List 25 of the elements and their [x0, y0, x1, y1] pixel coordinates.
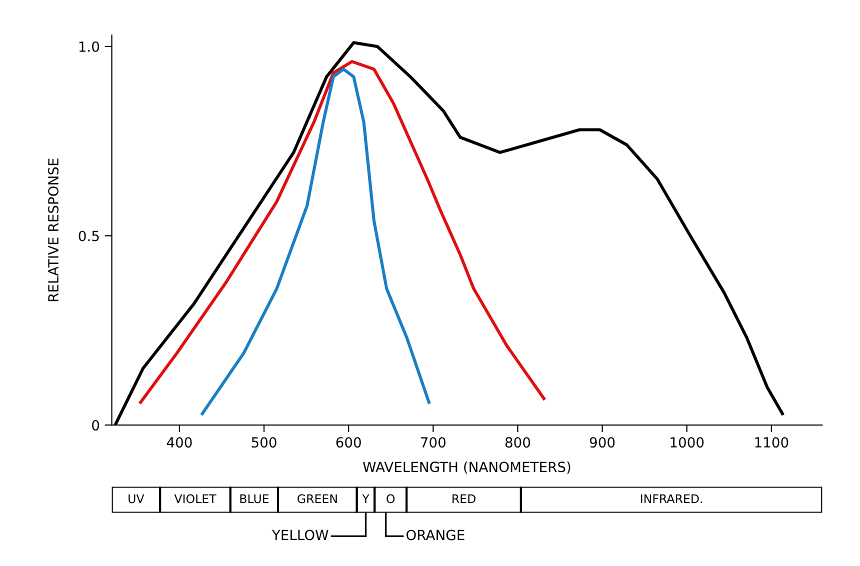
series-label: RED: [452, 494, 476, 504]
x-tick-label: 1000: [670, 437, 704, 448]
series-label: GREEN: [298, 494, 337, 504]
series-label: UV: [128, 494, 144, 504]
x-axis-title: WAVELENGTH (NANOMETERS): [362, 461, 570, 474]
series-label: BLUE: [240, 494, 269, 504]
y-tick-label: 0.5: [78, 230, 99, 242]
line-series: [200, 68, 430, 416]
x-tick-label: 900: [590, 437, 615, 448]
y-tick-label: 1.0: [79, 41, 100, 52]
series-label: VIOLET: [174, 494, 216, 504]
x-tick-label: 600: [336, 437, 361, 448]
series-label: Y: [362, 494, 370, 504]
text: YELLOW: [272, 530, 328, 540]
x-tick-label: 700: [421, 437, 446, 448]
x-tick-label: 1100: [755, 437, 788, 448]
series-label: O: [386, 494, 395, 504]
text: ORANGE: [406, 530, 464, 540]
x-tick-label: 800: [505, 437, 530, 448]
line-series: [139, 60, 546, 404]
series-label: INFRARED.: [641, 494, 702, 504]
y-axis-title: RELATIVE RESPONSE: [48, 158, 59, 302]
x-tick-label: 400: [166, 437, 192, 448]
y-tick-label: 0: [92, 420, 100, 431]
x-tick-label: 500: [252, 437, 276, 448]
